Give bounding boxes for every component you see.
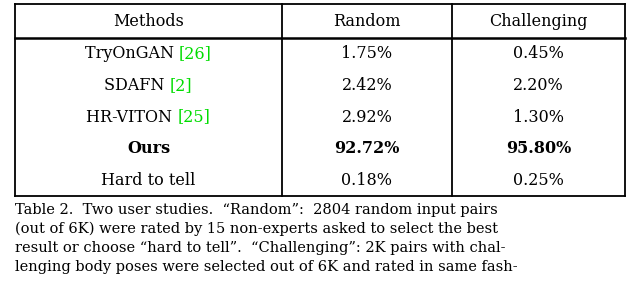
Text: Challenging: Challenging (489, 13, 588, 29)
Text: 2.92%: 2.92% (342, 109, 392, 125)
Text: [2]: [2] (170, 77, 193, 94)
Text: Random: Random (333, 13, 401, 29)
Text: 1.30%: 1.30% (513, 109, 564, 125)
Text: HR-VITON: HR-VITON (86, 109, 178, 125)
Text: 1.75%: 1.75% (341, 45, 392, 62)
Text: TryOnGAN: TryOnGAN (85, 45, 179, 62)
Text: 2.20%: 2.20% (513, 77, 564, 94)
Text: Methods: Methods (113, 13, 184, 29)
Text: 92.72%: 92.72% (334, 140, 400, 157)
Text: 2.42%: 2.42% (342, 77, 392, 94)
Text: Table 2.  Two user studies.  “Random”:  2804 random input pairs: Table 2. Two user studies. “Random”: 280… (15, 203, 498, 217)
Text: Hard to tell: Hard to tell (101, 172, 196, 189)
Text: Ours: Ours (127, 140, 170, 157)
Text: [26]: [26] (179, 45, 212, 62)
Text: result or choose “hard to tell”.  “Challenging”: 2K pairs with chal-: result or choose “hard to tell”. “Challe… (15, 241, 506, 255)
Text: SDAFN: SDAFN (104, 77, 170, 94)
Text: [25]: [25] (178, 109, 211, 125)
Text: 0.25%: 0.25% (513, 172, 564, 189)
Text: (out of 6K) were rated by 15 non-experts asked to select the best: (out of 6K) were rated by 15 non-experts… (15, 222, 498, 236)
Text: 0.45%: 0.45% (513, 45, 564, 62)
Text: lenging body poses were selected out of 6K and rated in same fash-: lenging body poses were selected out of … (15, 260, 518, 274)
Text: 95.80%: 95.80% (506, 140, 571, 157)
Text: 0.18%: 0.18% (342, 172, 392, 189)
